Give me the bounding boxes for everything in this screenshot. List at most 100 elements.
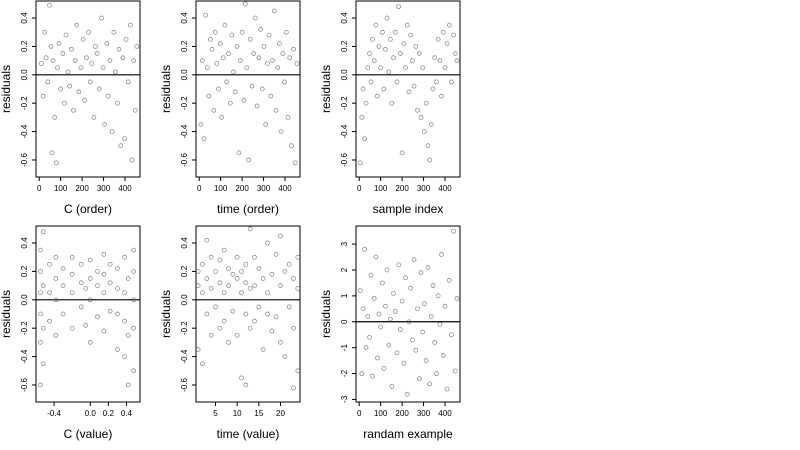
data-point xyxy=(244,65,250,71)
data-point xyxy=(423,100,429,106)
data-point xyxy=(251,51,257,56)
data-point xyxy=(60,311,66,317)
data-point xyxy=(118,143,124,149)
data-point xyxy=(404,391,410,397)
plot-frame xyxy=(35,0,141,178)
y-tick-label: -3 xyxy=(340,395,349,403)
data-point xyxy=(398,327,403,332)
data-point xyxy=(242,1,248,7)
data-point xyxy=(208,36,213,42)
data-point xyxy=(265,61,270,66)
y-axis-label: residuals xyxy=(0,290,13,338)
data-point xyxy=(442,303,448,309)
data-point xyxy=(236,150,242,156)
data-point xyxy=(60,266,66,271)
data-point xyxy=(76,89,82,95)
data-point xyxy=(440,29,446,35)
y-tick-label: 0.0 xyxy=(340,69,349,81)
data-point xyxy=(125,276,131,281)
data-point xyxy=(425,265,431,270)
data-point xyxy=(275,65,281,71)
data-point xyxy=(111,29,117,35)
data-point xyxy=(58,86,64,92)
data-point xyxy=(208,254,214,260)
data-point xyxy=(411,257,417,262)
data-point xyxy=(439,93,444,99)
data-point xyxy=(115,347,120,352)
data-point xyxy=(420,65,426,71)
y-tick-label: 0.2 xyxy=(20,40,29,52)
data-point xyxy=(273,314,279,320)
data-point xyxy=(371,58,377,63)
x-tick-label: 200 xyxy=(75,184,89,193)
data-point xyxy=(40,229,46,235)
data-point xyxy=(226,266,231,271)
data-point xyxy=(283,29,289,35)
data-point xyxy=(392,309,398,314)
data-point xyxy=(398,51,403,56)
data-point xyxy=(278,340,283,345)
data-point xyxy=(249,83,255,89)
x-tick-label: 200 xyxy=(395,184,409,193)
data-point xyxy=(55,65,60,71)
data-point xyxy=(247,36,253,42)
x-tick-label: 5 xyxy=(213,409,218,418)
data-point xyxy=(131,368,137,374)
data-point xyxy=(234,44,240,49)
data-point xyxy=(78,280,84,286)
data-point xyxy=(368,272,374,278)
data-point xyxy=(368,79,374,85)
y-tick-label: 0 xyxy=(340,319,349,324)
y-tick-label: 0.2 xyxy=(180,265,189,277)
y-tick-label: 2 xyxy=(340,267,349,272)
data-point xyxy=(440,353,446,358)
data-point xyxy=(234,254,240,260)
scatter-panel-2: 0 100 200 300 400 -0.6 -0.4 -0.2 0.0 0.2 0.4 time (… xyxy=(159,0,301,216)
data-point xyxy=(399,150,405,156)
plot-frame xyxy=(195,225,301,403)
data-point xyxy=(134,44,140,49)
data-point xyxy=(432,340,438,345)
data-point xyxy=(239,29,245,35)
data-point xyxy=(434,79,439,85)
data-point xyxy=(208,332,214,338)
data-point xyxy=(226,283,231,288)
y-axis-label: residuals xyxy=(159,65,173,113)
y-tick-label: -0.2 xyxy=(20,321,29,335)
data-point xyxy=(256,266,262,271)
data-point xyxy=(204,237,210,243)
data-point xyxy=(95,314,100,320)
data-point xyxy=(105,93,111,99)
data-point xyxy=(128,22,133,28)
data-point xyxy=(258,27,263,32)
data-point xyxy=(273,107,279,113)
data-point xyxy=(263,122,269,127)
y-tick-label: 0.0 xyxy=(180,69,189,81)
y-tick-label: -1 xyxy=(340,344,349,352)
data-point xyxy=(265,290,270,296)
data-point xyxy=(216,86,221,92)
data-point xyxy=(265,311,270,317)
data-point xyxy=(125,382,131,388)
data-point xyxy=(94,51,100,56)
data-point xyxy=(269,328,275,334)
x-axis-label: C (order) xyxy=(64,202,112,216)
data-point xyxy=(243,261,249,267)
data-point xyxy=(230,271,236,277)
data-point xyxy=(78,304,84,310)
data-point xyxy=(294,61,300,66)
data-point xyxy=(291,385,296,391)
data-point xyxy=(84,55,89,61)
y-tick-label: 0.2 xyxy=(340,40,349,52)
x-axis-label: sample index xyxy=(373,202,444,216)
data-point xyxy=(221,247,227,253)
data-point xyxy=(212,29,218,35)
data-point xyxy=(48,44,54,49)
y-tick-label: -0.6 xyxy=(180,153,189,167)
data-point xyxy=(401,41,407,46)
data-point xyxy=(415,107,420,113)
data-point xyxy=(362,246,367,252)
y-tick-label: -0.6 xyxy=(20,153,29,167)
data-point xyxy=(53,276,59,281)
data-point xyxy=(243,311,249,317)
